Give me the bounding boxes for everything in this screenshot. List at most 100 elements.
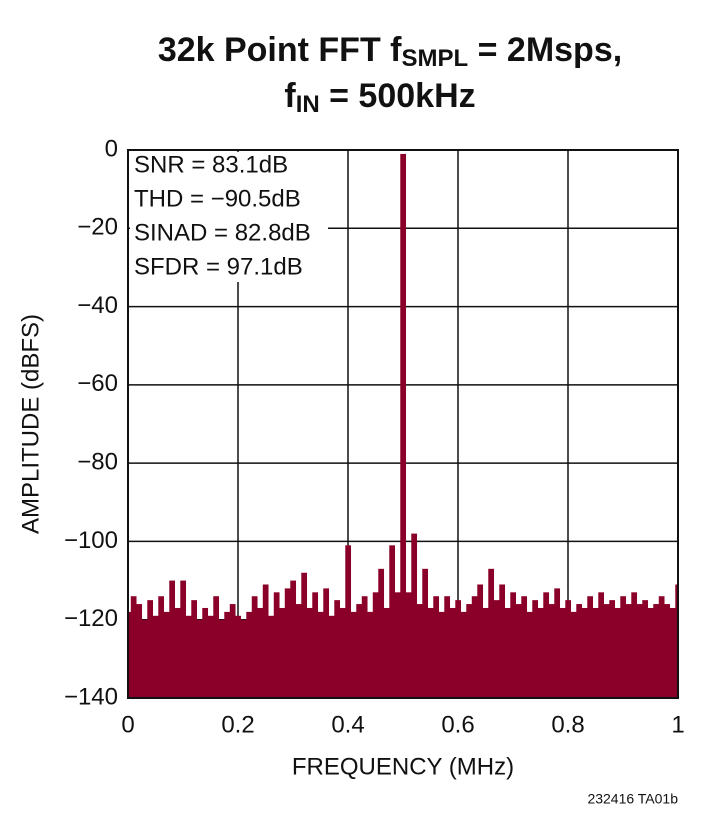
y-tick-label: −100	[64, 527, 118, 554]
title-part: 32k Point FFT f	[158, 31, 402, 69]
x-axis-label: FREQUENCY (MHz)	[292, 753, 514, 780]
bar	[268, 615, 275, 698]
y-axis-label: AMPLITUDE (dBFS)	[17, 314, 44, 534]
bar	[554, 588, 561, 698]
bar	[240, 619, 247, 698]
annotations: SNR = 83.1dB THD = −90.5dB SINAD = 82.8dB S…	[134, 151, 311, 280]
bar	[455, 600, 462, 698]
bar	[378, 568, 385, 698]
bar	[257, 607, 264, 698]
bar	[488, 568, 495, 698]
bar	[669, 607, 676, 698]
bar	[515, 604, 522, 698]
bar	[383, 607, 390, 698]
bar	[466, 604, 473, 698]
bar	[284, 588, 291, 698]
bar	[180, 580, 187, 698]
bar	[548, 604, 555, 698]
bars	[128, 153, 678, 698]
bar	[438, 611, 445, 698]
ticks: −140 −120 −100 −80 −60 −40 −20 0 0 0.2 0.4 0.6 0.8 1	[64, 135, 685, 738]
bar	[614, 607, 621, 698]
annotation-box	[130, 152, 328, 282]
bar	[279, 607, 286, 698]
bar	[521, 596, 528, 698]
bar	[449, 607, 456, 698]
title-part: = 500kHz	[320, 77, 476, 115]
y-tick-label: −120	[64, 605, 118, 632]
bar	[290, 580, 297, 698]
bar	[532, 600, 539, 698]
title-subscript: IN	[296, 91, 320, 118]
bar	[658, 596, 665, 698]
bar	[312, 592, 319, 698]
bar	[191, 600, 198, 698]
bar	[235, 615, 242, 698]
bar	[328, 615, 335, 698]
chart-title: 32k Point FFT fSMPL = 2Msps,	[158, 31, 622, 72]
bar	[158, 596, 165, 698]
bar	[631, 592, 638, 698]
x-tick-label: 0.2	[221, 711, 254, 738]
bar	[367, 611, 374, 698]
bar	[334, 600, 341, 698]
annotation: SINAD = 82.8dB	[134, 219, 311, 246]
bar	[543, 592, 550, 698]
bar	[636, 604, 643, 698]
bar	[526, 611, 533, 698]
plot-frame	[127, 149, 679, 699]
bar	[609, 600, 616, 698]
bar	[471, 596, 478, 698]
bar	[477, 584, 484, 698]
bar	[196, 619, 203, 698]
bar	[620, 596, 627, 698]
bar	[246, 611, 253, 698]
bar	[394, 592, 401, 698]
bar	[559, 607, 566, 698]
bar	[598, 592, 605, 698]
annotation: THD = −90.5dB	[134, 185, 301, 212]
bar	[504, 607, 511, 698]
bar	[136, 604, 143, 698]
bar	[576, 604, 583, 698]
footnote: 232416 TA01b	[587, 791, 678, 807]
y-tick-label: −140	[64, 683, 118, 710]
bar	[372, 592, 379, 698]
bar	[152, 615, 159, 698]
bar	[537, 607, 544, 698]
bar	[664, 604, 671, 698]
bar	[675, 584, 678, 698]
bar	[306, 607, 313, 698]
title-subscript: SMPL	[402, 45, 469, 72]
bar	[433, 596, 440, 698]
bar	[510, 592, 517, 698]
bar	[169, 580, 176, 698]
bar	[493, 600, 500, 698]
bar	[427, 607, 434, 698]
x-tick-label: 0.4	[331, 711, 364, 738]
bar	[251, 596, 258, 698]
bar	[207, 615, 214, 698]
bar	[295, 604, 302, 698]
bar	[389, 545, 396, 698]
bar	[163, 611, 170, 698]
bar	[416, 604, 423, 698]
bar	[224, 611, 231, 698]
x-tick-label: 0.6	[441, 711, 474, 738]
bar	[400, 153, 407, 698]
x-tick-label: 1	[671, 711, 684, 738]
bar	[460, 611, 467, 698]
bar	[411, 533, 418, 698]
y-tick-label: −40	[77, 292, 118, 319]
bar	[218, 619, 225, 698]
bar	[565, 600, 572, 698]
bar	[444, 596, 451, 698]
title-part: f	[284, 77, 296, 115]
bar	[625, 604, 632, 698]
bar	[361, 596, 368, 698]
bar	[356, 604, 363, 698]
y-tick-label: −20	[77, 214, 118, 241]
bar	[405, 592, 412, 698]
bar	[587, 596, 594, 698]
